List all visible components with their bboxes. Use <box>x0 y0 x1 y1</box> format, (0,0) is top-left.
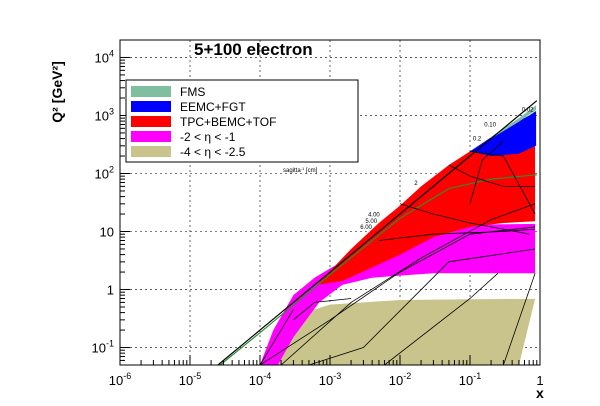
y-tick-label: 10-1 <box>92 339 114 356</box>
x-tick-label: 1 <box>536 373 543 388</box>
x-tick-label: 10-2 <box>389 371 411 388</box>
curve-outline-6 <box>384 273 499 365</box>
legend-label: -4 < η < -2.5 <box>180 145 246 159</box>
boundary-curves <box>217 100 538 365</box>
x-tick-label: 10-6 <box>109 371 131 388</box>
chart-title: 5+100 electron <box>194 40 313 59</box>
svg-text:Q²[GeV²]: Q² [GeV²] <box>49 61 65 123</box>
inner-label: 0.02 <box>522 107 534 113</box>
x-axis-label: x <box>536 385 544 401</box>
legend-swatch <box>131 146 171 157</box>
y-axis-label: Q² [GeV²] <box>49 61 65 123</box>
legend-label: EEMC+FGT <box>180 100 246 114</box>
curve-outline-11 <box>469 151 536 215</box>
x-tick-label: 10-5 <box>179 371 201 388</box>
curve-outline-5 <box>259 309 294 365</box>
inner-labels: 0.02 0.10 0.2 2 4.005.006.00 <box>360 107 534 231</box>
curve-outline-7 <box>503 273 536 365</box>
legend-swatch <box>131 86 171 97</box>
y-axis-label-text: Q² <box>49 107 65 123</box>
legend-swatch <box>131 116 171 127</box>
y-tick-label: 104 <box>95 48 114 65</box>
inner-label: 4.00 <box>368 213 380 219</box>
y-axis-unit: [GeV²] <box>49 61 65 103</box>
x-tick-label: 10-4 <box>249 371 271 388</box>
legend-label: TPC+BEMC+TOF <box>180 115 276 129</box>
region-fms <box>491 105 537 139</box>
region-eemc-fgt <box>470 110 537 156</box>
legend-label: -2 < η < -1 <box>180 130 236 144</box>
sagitta-annotation: sagitta-1 [cm] <box>283 166 318 174</box>
axis-ticks: 10-6 10-5 10-4 10-3 10-2 10-1 1 10-1 1 10 102 103 10… <box>92 39 544 388</box>
curve-outline-9 <box>399 203 530 235</box>
legend-swatch <box>131 131 171 142</box>
curve-outline-2 <box>280 203 536 365</box>
y-tick-label: 102 <box>95 164 114 181</box>
inner-label: 2 <box>414 181 418 187</box>
curve-outline-4 <box>293 298 352 321</box>
inner-label: 0.2 <box>473 137 482 143</box>
x-tick-label: 10-3 <box>319 371 341 388</box>
y-tick-label: 1 <box>107 283 114 298</box>
y-tick-label: 103 <box>95 106 114 123</box>
curve-outline-10 <box>448 164 536 187</box>
curve-kinematic-limit <box>217 100 538 365</box>
inner-label: 0.10 <box>484 123 496 129</box>
region-4-2-5 <box>260 298 536 365</box>
inner-label: 5.00 <box>365 219 377 225</box>
curve-green-line <box>219 174 537 365</box>
legend-swatch <box>131 101 171 112</box>
legend-label: FMS <box>180 85 205 99</box>
x-tick-label: 10-1 <box>459 371 481 388</box>
curve-outline-12 <box>469 140 504 204</box>
curve-outline-3 <box>308 248 536 365</box>
y-tick-label: 10 <box>100 225 114 240</box>
curve-outline-8 <box>378 228 536 241</box>
inner-label: 6.00 <box>360 225 372 231</box>
plot-frame <box>119 39 541 366</box>
